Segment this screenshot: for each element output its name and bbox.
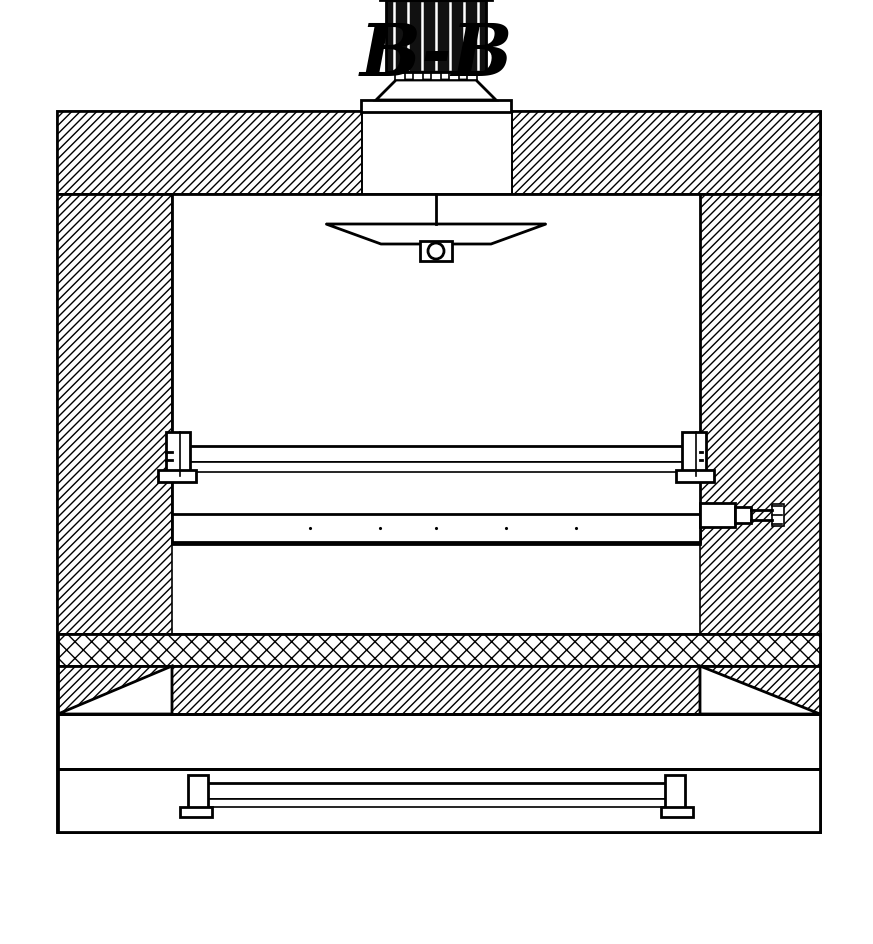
- Bar: [58, 112, 362, 194]
- Bar: [58, 634, 820, 694]
- Bar: [665, 775, 685, 811]
- Bar: [420, 241, 452, 261]
- Bar: [395, 72, 405, 80]
- Bar: [735, 507, 751, 523]
- Bar: [184, 462, 688, 472]
- Bar: [180, 807, 212, 817]
- Bar: [772, 504, 784, 526]
- Bar: [676, 470, 714, 482]
- Bar: [58, 769, 820, 832]
- Polygon shape: [376, 80, 496, 100]
- Bar: [661, 807, 693, 817]
- Bar: [362, 112, 512, 194]
- Bar: [58, 714, 820, 769]
- Bar: [700, 503, 735, 527]
- Bar: [449, 72, 459, 80]
- Bar: [467, 72, 477, 80]
- Bar: [158, 470, 196, 482]
- Bar: [58, 634, 820, 666]
- Bar: [166, 432, 190, 476]
- Bar: [188, 775, 208, 811]
- Bar: [58, 112, 820, 832]
- Bar: [184, 446, 688, 462]
- Bar: [58, 634, 820, 664]
- Bar: [58, 666, 820, 714]
- Bar: [200, 783, 673, 799]
- Bar: [413, 72, 423, 80]
- Bar: [361, 100, 511, 112]
- Bar: [172, 514, 700, 542]
- Bar: [200, 799, 673, 807]
- Polygon shape: [326, 224, 546, 244]
- Polygon shape: [58, 666, 172, 714]
- Polygon shape: [700, 666, 820, 714]
- Bar: [58, 112, 820, 194]
- Bar: [431, 72, 441, 80]
- Bar: [512, 112, 820, 194]
- Circle shape: [428, 243, 444, 259]
- Bar: [386, 0, 486, 72]
- Bar: [700, 194, 820, 634]
- Bar: [682, 432, 706, 476]
- Bar: [172, 194, 700, 544]
- Bar: [58, 194, 172, 634]
- Bar: [58, 664, 820, 694]
- Text: B-B: B-B: [359, 21, 512, 92]
